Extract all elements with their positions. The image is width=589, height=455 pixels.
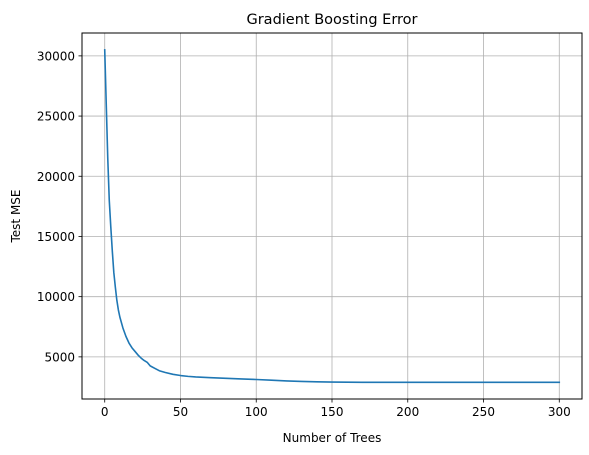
x-tick-label: 300 bbox=[548, 405, 571, 419]
y-axis: 5000 10000 15000 20000 25000 30000 bbox=[37, 49, 82, 364]
y-tick-label: 5000 bbox=[44, 350, 75, 364]
series-line bbox=[103, 49, 561, 384]
x-tick-label: 100 bbox=[245, 405, 268, 419]
series-layer bbox=[103, 49, 561, 384]
x-tick-label: 0 bbox=[101, 405, 109, 419]
x-axis: 0 50 100 150 200 250 300 bbox=[101, 399, 571, 419]
x-tick-label: 50 bbox=[173, 405, 188, 419]
x-tick-label: 150 bbox=[321, 405, 344, 419]
y-tick-label: 25000 bbox=[37, 110, 75, 124]
x-tick-label: 250 bbox=[472, 405, 495, 419]
y-axis-label: Test MSE bbox=[9, 190, 23, 244]
y-tick-label: 15000 bbox=[37, 230, 75, 244]
y-tick-label: 30000 bbox=[37, 49, 75, 63]
x-axis-label: Number of Trees bbox=[283, 431, 382, 445]
grid bbox=[82, 33, 582, 399]
chart-title: Gradient Boosting Error bbox=[246, 12, 417, 28]
y-tick-label: 20000 bbox=[37, 170, 75, 184]
y-tick-label: 10000 bbox=[37, 290, 75, 304]
x-tick-label: 200 bbox=[396, 405, 419, 419]
